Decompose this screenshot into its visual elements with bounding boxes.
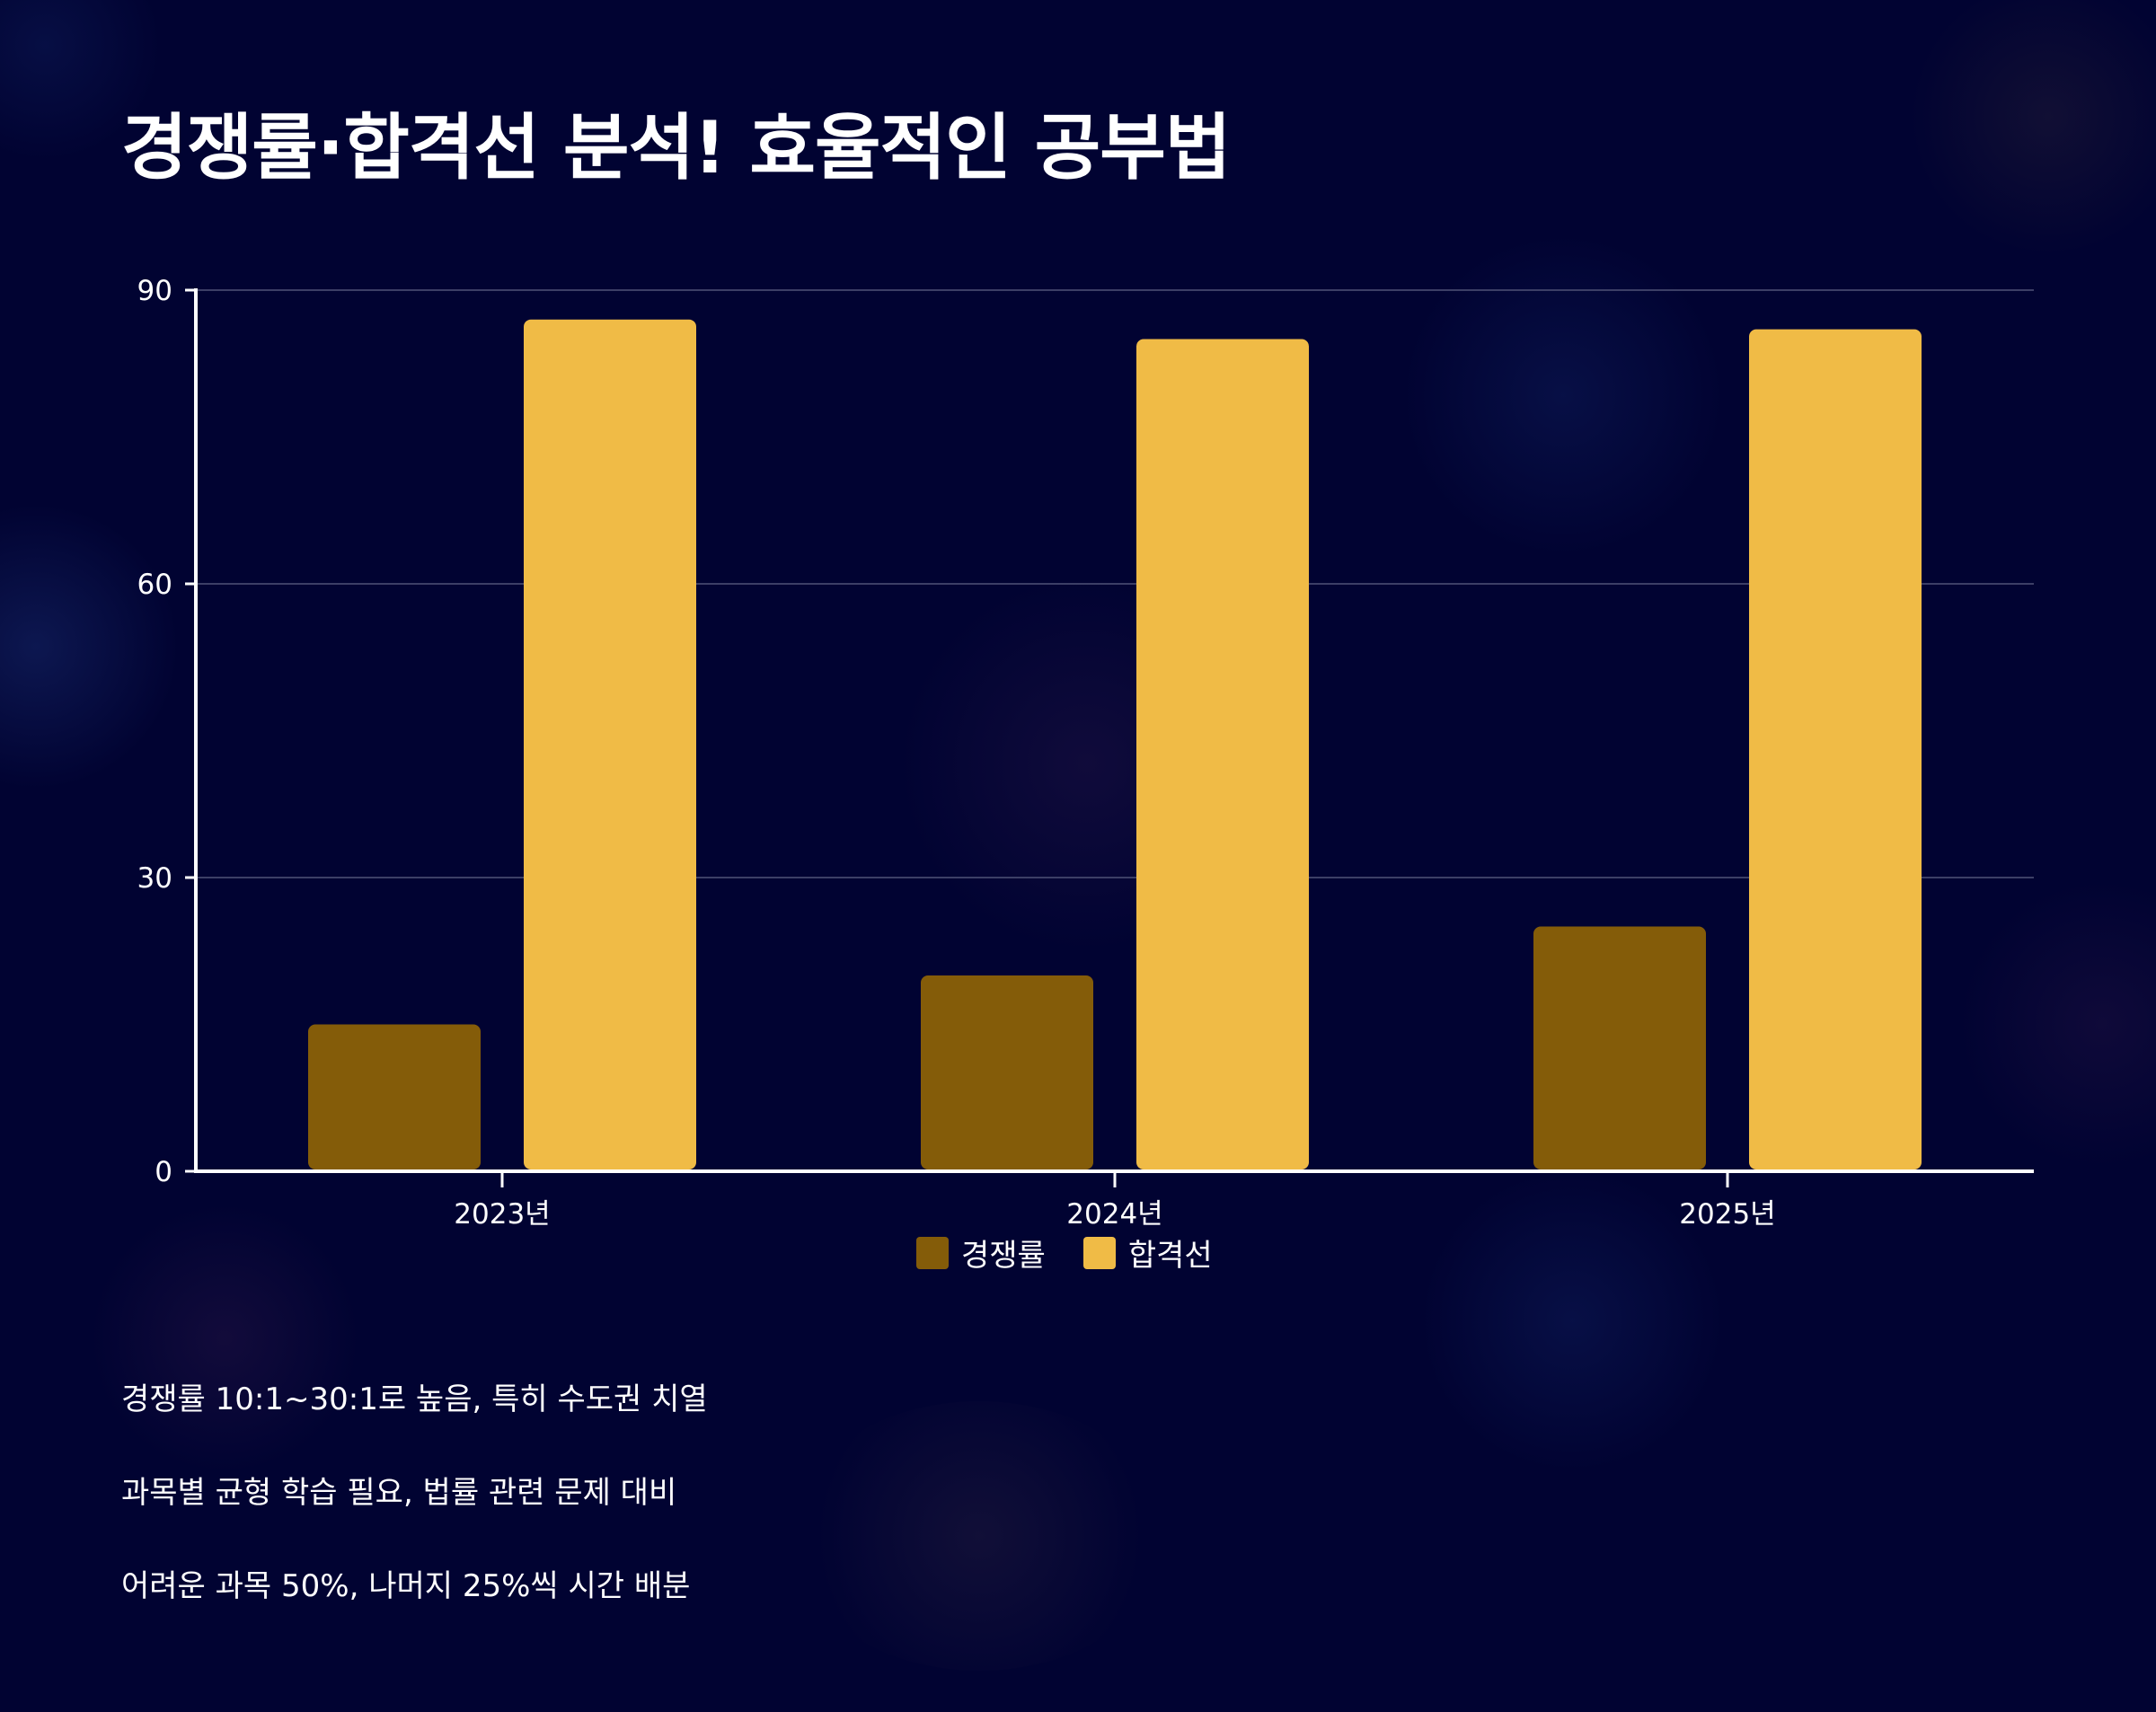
x-tick-label: 2025년 <box>1679 1198 1775 1231</box>
bar-2 <box>1136 339 1309 1169</box>
note-item: 어려운 과목 50%, 나머지 25%씩 시간 배분 <box>121 1568 691 1604</box>
y-tick-label: 30 <box>137 862 172 895</box>
bar-1 <box>921 975 1093 1169</box>
bar-2 <box>1749 329 1922 1170</box>
legend-swatch <box>916 1236 949 1269</box>
y-tick-label: 60 <box>137 569 172 601</box>
y-tick-label: 0 <box>155 1156 172 1188</box>
x-tick-label: 2024년 <box>1066 1198 1162 1231</box>
notes-list: 경쟁률 10:1~30:1로 높음, 특히 수도권 치열 과목별 균형 학습 필… <box>121 1381 708 1662</box>
legend-item-series-2: 합격선 <box>1082 1231 1213 1275</box>
note-item: 경쟁률 10:1~30:1로 높음, 특히 수도권 치열 <box>121 1381 708 1417</box>
x-tick-label: 2023년 <box>454 1198 550 1231</box>
y-tick-label: 90 <box>137 275 172 307</box>
bar-2 <box>524 319 696 1169</box>
bar-1 <box>308 1024 481 1169</box>
page-title: 경쟁률·합격선 분석! 효율적인 공부법 <box>121 106 1231 190</box>
legend-item-series-1: 경쟁률 <box>916 1231 1046 1275</box>
note-item: 과목별 균형 학습 필요, 법률 관련 문제 대비 <box>121 1475 677 1511</box>
legend-swatch <box>1082 1236 1116 1269</box>
legend-label: 경쟁률 <box>961 1238 1046 1274</box>
bar-1 <box>1533 926 1706 1169</box>
legend-label: 합격선 <box>1127 1238 1213 1274</box>
chart-legend: 경쟁률 합격선 <box>916 1231 1250 1275</box>
